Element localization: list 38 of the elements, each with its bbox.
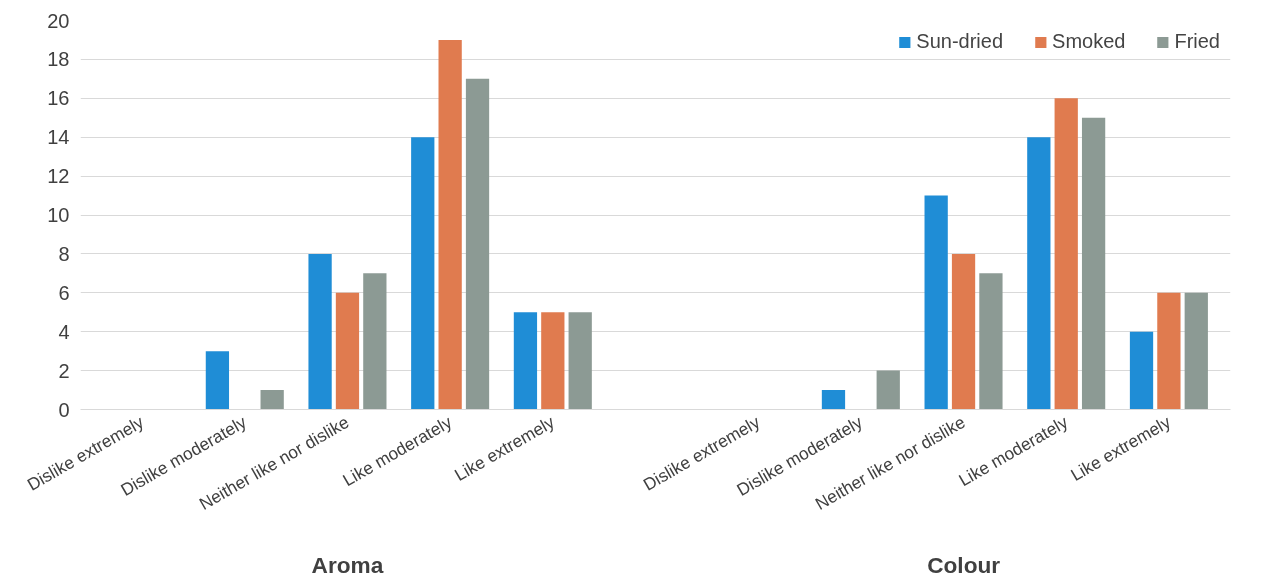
- bar: [308, 253, 332, 410]
- bar: [438, 39, 462, 410]
- bar: [411, 137, 435, 410]
- y-tick-label: 14: [47, 126, 70, 149]
- legend-label: Sun-dried: [916, 30, 1004, 53]
- y-tick-label: 10: [47, 204, 70, 226]
- y-tick-label: 18: [47, 48, 70, 71]
- bar: [568, 312, 592, 410]
- bar: [951, 253, 976, 410]
- bar: [335, 292, 360, 410]
- bar: [924, 195, 948, 410]
- text: Aroma: [311, 551, 384, 578]
- y-tick-label: 4: [58, 320, 70, 343]
- bar: [1027, 137, 1051, 410]
- bar: [465, 78, 490, 410]
- y-tick-label: 16: [47, 87, 70, 110]
- bar: [1081, 117, 1106, 410]
- y-tick-label: 20: [47, 9, 70, 32]
- bar: [205, 351, 230, 410]
- legend-label: Smoked: [1052, 30, 1126, 53]
- bar: [260, 390, 284, 410]
- legend-label: Fried: [1174, 30, 1220, 53]
- bar: [541, 312, 565, 410]
- y-tick-label: 6: [58, 281, 70, 304]
- bar: [1054, 98, 1078, 410]
- bar: [1184, 292, 1208, 410]
- y-tick-label: 8: [58, 242, 70, 265]
- y-tick-label: 12: [47, 165, 70, 188]
- y-tick-label: 0: [58, 398, 70, 421]
- text: Colour: [927, 551, 1001, 578]
- bar: [363, 273, 387, 410]
- bar: [979, 273, 1003, 410]
- y-tick-label: 2: [58, 359, 70, 382]
- bar: [821, 390, 846, 410]
- bar: [513, 312, 538, 410]
- bar: [1157, 292, 1181, 410]
- bar: [1129, 331, 1154, 410]
- bar: [876, 370, 900, 410]
